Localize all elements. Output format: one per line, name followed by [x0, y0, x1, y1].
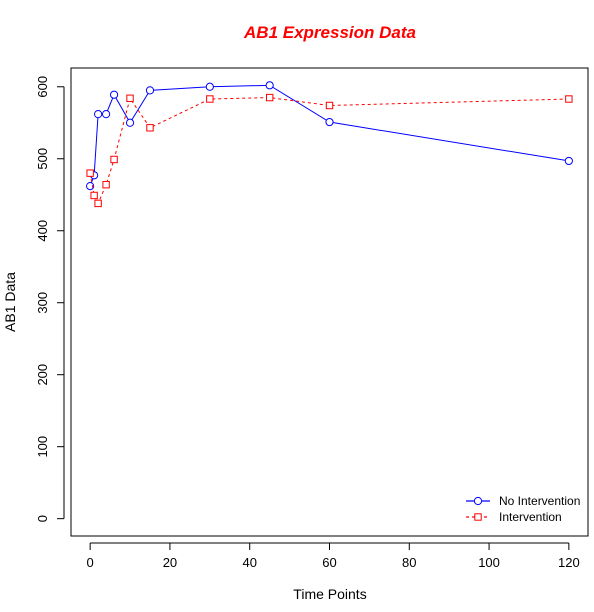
series-line-intervention	[90, 98, 569, 204]
data-point	[103, 181, 109, 187]
series-line-no-intervention	[90, 85, 569, 186]
data-point	[207, 96, 213, 102]
data-point	[103, 111, 110, 118]
data-point	[95, 111, 102, 118]
data-point	[95, 200, 101, 206]
x-tick-label: 40	[242, 555, 256, 570]
series-intervention	[87, 94, 572, 206]
y-tick-label: 300	[35, 292, 50, 314]
legend: No Intervention Intervention	[466, 494, 580, 524]
chart-title: AB1 Expression Data	[243, 23, 416, 42]
x-tick-label: 120	[558, 555, 580, 570]
legend-marker	[475, 514, 481, 520]
data-point	[127, 95, 133, 101]
x-axis: 0 20 40 60 80 100 120	[87, 543, 580, 570]
data-point	[326, 118, 333, 125]
data-point	[147, 125, 153, 131]
data-point	[126, 119, 133, 126]
data-point	[91, 192, 97, 198]
data-point	[565, 157, 572, 164]
y-tick-label: 500	[35, 148, 50, 170]
series-layer	[87, 82, 573, 207]
legend-label: Intervention	[499, 510, 562, 524]
data-point	[566, 96, 572, 102]
y-tick-label: 200	[35, 364, 50, 386]
y-tick-label: 100	[35, 436, 50, 458]
data-point	[146, 87, 153, 94]
data-point	[266, 94, 272, 100]
data-point	[326, 102, 332, 108]
plot-frame	[71, 68, 588, 536]
x-tick-label: 0	[87, 555, 94, 570]
x-tick-label: 20	[163, 555, 177, 570]
legend-label: No Intervention	[499, 494, 580, 508]
data-point	[206, 83, 213, 90]
legend-marker	[474, 497, 481, 504]
series-no-intervention	[87, 82, 573, 190]
x-tick-label: 60	[322, 555, 336, 570]
y-tick-label: 400	[35, 220, 50, 242]
data-point	[111, 156, 117, 162]
y-tick-label: 0	[35, 515, 50, 522]
x-tick-label: 100	[478, 555, 500, 570]
y-axis-label: AB1 Data	[2, 272, 18, 332]
data-point	[110, 91, 117, 98]
y-axis: 0 100 200 300 400 500 600	[35, 76, 64, 522]
data-point	[266, 82, 273, 89]
x-tick-label: 80	[402, 555, 416, 570]
y-tick-label: 600	[35, 76, 50, 98]
data-point	[87, 170, 93, 176]
x-axis-label: Time Points	[293, 586, 366, 602]
